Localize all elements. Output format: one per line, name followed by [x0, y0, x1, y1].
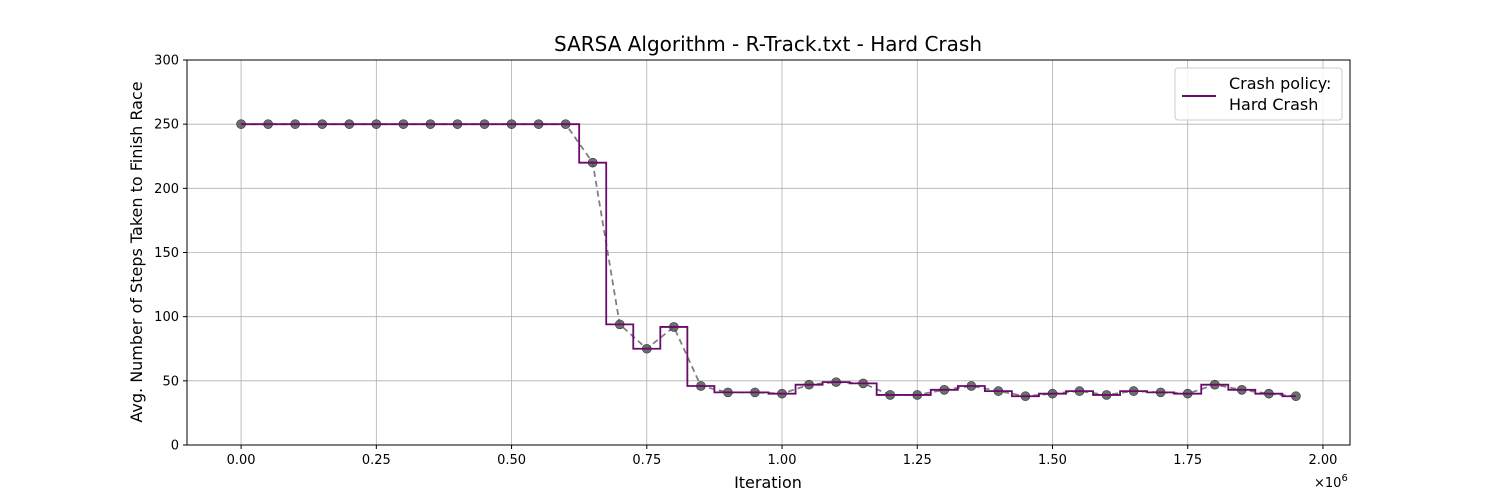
chart-title: SARSA Algorithm - R-Track.txt - Hard Cra…: [554, 32, 982, 56]
dashed-line: [241, 123, 1296, 398]
y-axis: 0 50 100 150 200 250 300: [154, 54, 187, 454]
y-axis-label: Avg. Number of Steps Taken to Finish Rac…: [127, 81, 146, 422]
y-tick-label: 300: [154, 54, 179, 69]
x-tick-label: 0.50: [497, 453, 526, 468]
x-axis-multiplier: ×106: [1314, 473, 1348, 491]
x-tick-label: 1.50: [1038, 453, 1067, 468]
x-tick-label: 1.00: [768, 453, 797, 468]
x-tick-label: 1.75: [1173, 453, 1202, 468]
series-hard-crash-line: [241, 123, 1296, 398]
legend-box: [1174, 67, 1343, 121]
y-tick-label: 50: [162, 374, 179, 389]
x-tick-label: 0.25: [362, 453, 391, 468]
y-tick-label: 150: [154, 246, 179, 261]
x-axis: 0.00 0.25 0.50 0.75 1.00 1.25 1.50 1.75 2.00: [227, 445, 1337, 468]
legend-entry-hard-crash: Hard Crash: [1229, 95, 1318, 114]
step-series: [241, 123, 1296, 398]
markers: [236, 119, 1301, 402]
y-tick-label: 100: [154, 310, 179, 325]
y-tick-label: 200: [154, 182, 179, 197]
x-tick-label: 2.00: [1308, 453, 1337, 468]
x-axis-label: Iteration: [734, 473, 802, 492]
legend-title: Crash policy:: [1229, 74, 1331, 93]
legend: Crash policy: Hard Crash: [1174, 67, 1343, 121]
x-tick-label: 0.75: [632, 453, 661, 468]
dashed-trend-line: [241, 123, 1296, 398]
x-tick-label: 0.00: [227, 453, 256, 468]
x-tick-label: 1.25: [903, 453, 932, 468]
y-tick-label: 0: [171, 439, 179, 454]
y-tick-label: 250: [154, 118, 179, 133]
